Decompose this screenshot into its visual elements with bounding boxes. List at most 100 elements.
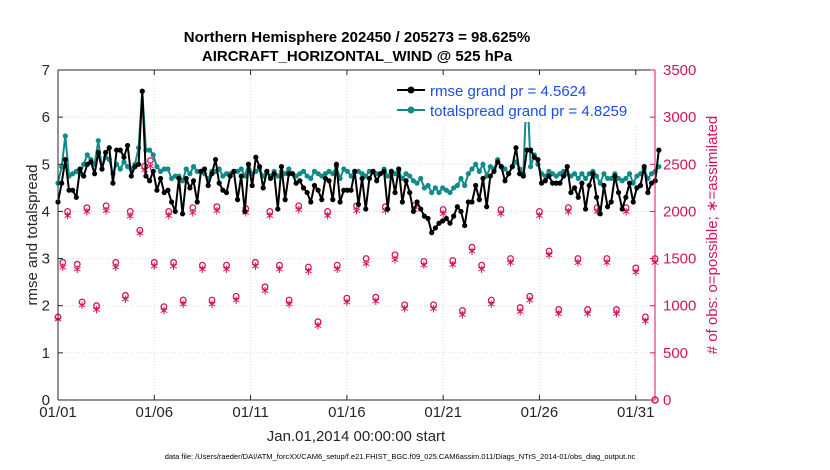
- rmse-point: [282, 197, 288, 203]
- rmse-point: [571, 185, 578, 191]
- x-tick-label: 01/26: [521, 404, 559, 421]
- rmse-point: [608, 199, 614, 205]
- obs-assimilated-marker: ∗: [506, 255, 516, 269]
- spread-point: [454, 182, 460, 189]
- rmse-point: [341, 187, 347, 193]
- x-tick-label: 01/31: [617, 404, 655, 421]
- left-axis-label: rmse and totalspread: [24, 165, 41, 306]
- rmse-point: [414, 199, 420, 205]
- obs-possible-marker: [507, 255, 515, 263]
- rmse-point: [407, 189, 413, 196]
- spread-point: [432, 185, 438, 191]
- rmse-point: [128, 173, 134, 179]
- chart-title-line1: Northern Hemisphere 202450 / 205273 = 98…: [184, 29, 530, 46]
- left-axis-ticks: 0 1 2 3 4 5 6 7: [42, 62, 63, 409]
- legend-rmse-marker: [407, 86, 415, 94]
- obs-possible-marker: [121, 291, 129, 299]
- rmse-point: [308, 199, 314, 205]
- rmse-point: [363, 206, 369, 212]
- obs-possible-marker: [304, 263, 312, 271]
- plot-area: [58, 70, 655, 400]
- obs-possible-marker: [93, 302, 100, 310]
- obs-assimilated-marker: ∗: [400, 302, 410, 316]
- rmse-point: [201, 166, 208, 172]
- obs-possible-marker: [78, 298, 86, 306]
- spread-point: [194, 168, 200, 174]
- rmse-point: [520, 173, 526, 179]
- rmse-point: [473, 182, 479, 189]
- rmse-point: [304, 189, 310, 196]
- rmse-point: [289, 171, 296, 177]
- obs-assimilated-marker: ∗: [390, 253, 400, 267]
- rmse-point: [597, 211, 603, 217]
- obs-possible-marker: [73, 260, 81, 268]
- obs-assimilated-marker: ∗: [140, 163, 150, 177]
- rmse-point: [278, 164, 285, 170]
- rmse-point: [495, 159, 501, 165]
- obs-assimilated-marker: ∗: [429, 302, 439, 316]
- legend-box: [393, 76, 648, 122]
- obs-assimilated-marker: ∗: [467, 244, 477, 258]
- rmse-point: [601, 182, 607, 189]
- rmse-point: [311, 182, 318, 189]
- rmse-point: [487, 173, 493, 179]
- obs-possible-marker: [295, 202, 303, 210]
- x-axis-ticks: 01/01 01/06 01/11 01/16 01/21 01/26 01/31: [39, 70, 655, 421]
- rmse-point: [253, 154, 259, 160]
- spread-point: [626, 171, 633, 177]
- obs-assimilated-marker: ∗: [197, 262, 207, 276]
- obs-assimilated-marker: ∗: [438, 206, 448, 220]
- rmse-point: [546, 173, 552, 179]
- obs-possible-marker: [641, 313, 649, 321]
- obs-possible-marker: [189, 204, 197, 212]
- rmse-point: [491, 168, 497, 174]
- rmse-point: [513, 145, 519, 151]
- obs-possible-marker: [584, 306, 592, 313]
- spread-point: [623, 175, 629, 182]
- rmse-point: [524, 147, 530, 153]
- rmse-point: [223, 189, 230, 196]
- obs-possible-marker: [102, 202, 110, 210]
- obs-assimilated-marker: ∗: [274, 262, 284, 276]
- rmse-point: [165, 187, 171, 193]
- obs-possible-marker: [150, 258, 158, 266]
- obs-possible-marker: [170, 258, 177, 266]
- rmse-point: [62, 156, 68, 163]
- obs-assimilated-marker: ∗: [159, 303, 169, 317]
- rmse-point: [106, 145, 112, 151]
- spread-point: [330, 171, 336, 177]
- spread-point: [542, 173, 548, 179]
- rmse-point: [656, 147, 662, 153]
- rmse-point: [297, 178, 303, 184]
- left-tick-label: 6: [42, 109, 50, 126]
- obs-possible-marker: [83, 204, 91, 212]
- obs-assimilated-marker: ∗: [111, 260, 121, 274]
- spread-point: [528, 164, 534, 170]
- obs-assimilated-marker: ∗: [77, 298, 87, 312]
- obs-possible-marker: [343, 294, 351, 302]
- rmse-point: [114, 147, 120, 153]
- spread-point: [165, 166, 171, 172]
- rmse-point: [498, 164, 504, 170]
- spread-point: [480, 161, 486, 167]
- rmse-point: [410, 208, 416, 215]
- obs-assimilated-marker: ∗: [91, 303, 101, 317]
- obs-possible-marker: [478, 261, 486, 269]
- rmse-point: [242, 208, 248, 215]
- obs-assimilated-marker: ∗: [313, 319, 323, 333]
- obs-assimilated-marker: ∗: [457, 307, 467, 321]
- rmse-point: [396, 166, 402, 172]
- obs-assimilated-marker: ∗: [371, 294, 381, 308]
- obs-possible-marker: [536, 207, 543, 215]
- rmse-point: [476, 197, 482, 203]
- obs-assimilated-marker: ∗: [101, 204, 111, 218]
- rmse-point: [66, 187, 72, 193]
- rmse-point: [139, 88, 145, 94]
- spread-point: [465, 171, 471, 177]
- rmse-point: [509, 164, 515, 170]
- obs-assimilated-marker: ∗: [583, 306, 593, 320]
- rmse-point: [194, 199, 200, 205]
- rmse-point: [528, 147, 534, 153]
- rmse-point: [469, 199, 475, 205]
- left-tick-label: 5: [42, 156, 50, 173]
